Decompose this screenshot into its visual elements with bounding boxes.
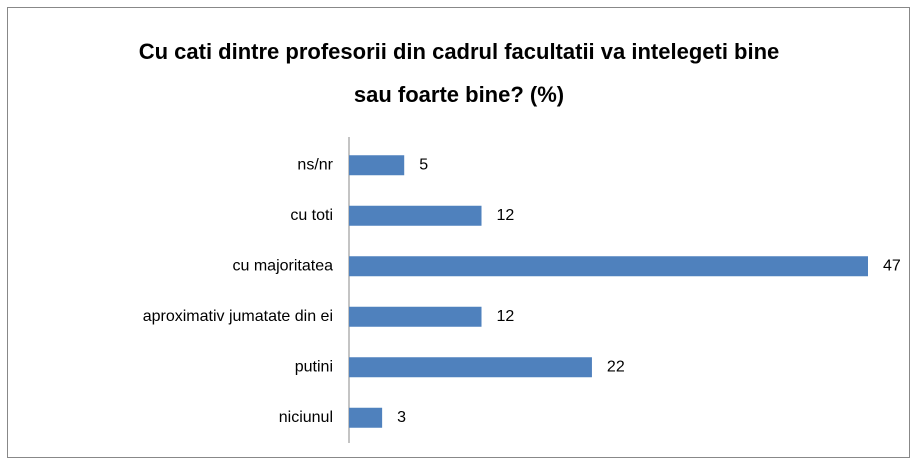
y-tick-label: cu majoritatea: [233, 257, 334, 274]
data-label: 12: [497, 308, 515, 325]
y-tick-label: ns/nr: [297, 156, 333, 173]
bar: [349, 306, 482, 327]
bar: [349, 155, 405, 176]
chart-frame: [7, 7, 910, 458]
chart-title: Cu cati dintre profesorii din cadrul fac…: [138, 39, 780, 107]
data-label: 47: [883, 257, 901, 274]
data-label: 5: [419, 156, 428, 173]
bar: [349, 407, 383, 428]
y-tick-label: aproximativ jumatate din ei: [143, 308, 333, 325]
data-label: 22: [607, 358, 625, 375]
y-tick-label: cu toti: [290, 207, 333, 224]
y-tick-label: niciunul: [279, 409, 333, 426]
data-label: 12: [497, 207, 515, 224]
bar: [349, 357, 592, 378]
data-label: 3: [397, 409, 406, 426]
bar: [349, 205, 482, 226]
y-tick-label: putini: [295, 358, 333, 375]
bar: [349, 256, 868, 277]
